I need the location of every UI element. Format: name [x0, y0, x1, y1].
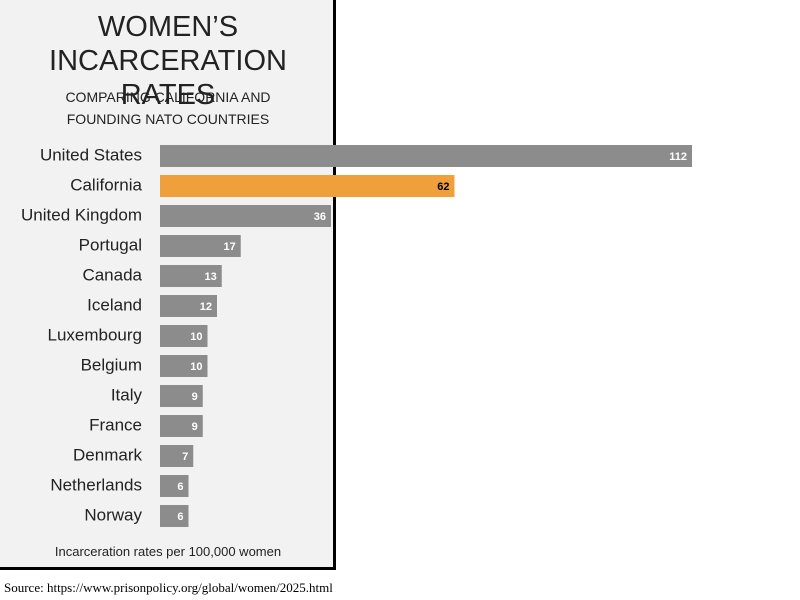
category-label: France [89, 415, 142, 434]
value-label: 10 [190, 361, 202, 373]
bar [160, 475, 189, 497]
bar [160, 415, 203, 437]
chart-subtitle: COMPARING CALIFORNIA AND FOUNDING NATO C… [65, 89, 271, 127]
category-label: United States [40, 145, 142, 164]
value-label: 9 [192, 391, 198, 403]
category-label: Canada [82, 265, 142, 284]
bar [160, 325, 208, 347]
value-label: 10 [190, 331, 202, 343]
category-label: Belgium [81, 355, 142, 374]
category-label: Netherlands [50, 475, 142, 494]
value-label: 62 [437, 181, 449, 193]
bar [160, 385, 203, 407]
chart-title: WOMEN’S INCARCERATION RATES [49, 11, 287, 111]
bar [160, 355, 208, 377]
bar [160, 235, 241, 257]
category-label: United Kingdom [21, 205, 142, 224]
bar [160, 205, 331, 227]
category-label: Norway [84, 505, 142, 524]
category-label: Denmark [73, 445, 142, 464]
note: Incarceration rates per 100,000 women [54, 544, 282, 559]
value-label: 17 [224, 241, 236, 253]
value-label: 36 [314, 211, 326, 223]
category-label: Italy [111, 385, 143, 404]
category-label: Luxembourg [47, 325, 142, 344]
bar [160, 445, 194, 467]
value-label: 13 [205, 271, 217, 283]
bar [160, 295, 217, 317]
source: Source: https://www.prisonpolicy.org/glo… [4, 580, 333, 595]
value-label: 7 [182, 451, 188, 463]
value-label: 9 [192, 421, 198, 433]
value-label: 12 [200, 301, 212, 313]
value-label: 6 [177, 511, 183, 523]
bar [160, 145, 692, 167]
bar [160, 505, 189, 527]
category-label: Iceland [87, 295, 142, 314]
category-label: California [70, 175, 142, 194]
value-label: 112 [669, 151, 687, 163]
value-label: 6 [177, 481, 183, 493]
category-label: Portugal [79, 235, 142, 254]
bar [160, 175, 455, 197]
bar [160, 265, 222, 287]
